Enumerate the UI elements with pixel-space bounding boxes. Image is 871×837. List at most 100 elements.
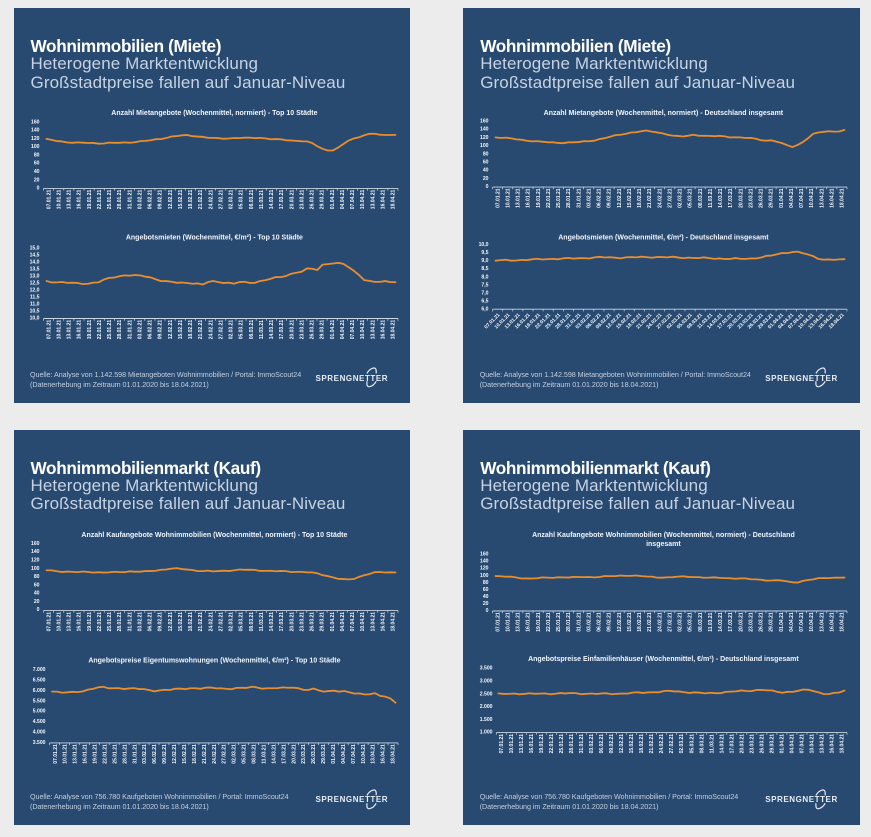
svg-text:13.01.21: 13.01.21 — [516, 188, 522, 208]
svg-text:07.04.21: 07.04.21 — [800, 733, 806, 753]
svg-text:16.01.21: 16.01.21 — [526, 188, 532, 208]
svg-text:28.01.21: 28.01.21 — [566, 188, 572, 208]
svg-text:27.02.21: 27.02.21 — [668, 188, 674, 208]
svg-text:02.03.21: 02.03.21 — [679, 733, 685, 753]
svg-text:80: 80 — [483, 151, 489, 157]
svg-text:31.01.21: 31.01.21 — [127, 320, 133, 340]
svg-text:18.04.21: 18.04.21 — [390, 190, 396, 210]
svg-text:07.04.21: 07.04.21 — [799, 188, 805, 208]
svg-text:09.02.21: 09.02.21 — [162, 744, 168, 764]
svg-text:02.03.21: 02.03.21 — [231, 744, 237, 764]
svg-text:Anzahl Kaufangebote Wohnimmobi: Anzahl Kaufangebote Wohnimmobilien (Woch… — [81, 532, 347, 539]
svg-text:80: 80 — [33, 152, 39, 158]
svg-text:29.03.21: 29.03.21 — [319, 320, 325, 340]
svg-text:13.01.21: 13.01.21 — [66, 190, 72, 210]
svg-text:23.03.21: 23.03.21 — [299, 320, 305, 340]
svg-text:22.01.21: 22.01.21 — [96, 611, 102, 631]
svg-text:4.000: 4.000 — [32, 729, 45, 735]
svg-text:Anzahl Mietangebote (Wochenmit: Anzahl Mietangebote (Wochenmittel, normi… — [111, 110, 317, 117]
svg-text:02.03.21: 02.03.21 — [678, 188, 684, 208]
svg-text:20.03.21: 20.03.21 — [740, 733, 746, 753]
svg-text:05.03.21: 05.03.21 — [238, 190, 244, 210]
svg-text:18.04.21: 18.04.21 — [390, 611, 396, 631]
svg-text:1.000: 1.000 — [480, 729, 493, 735]
svg-text:20.03.21: 20.03.21 — [739, 612, 745, 632]
svg-text:14.03.21: 14.03.21 — [718, 188, 724, 208]
svg-text:25.01.21: 25.01.21 — [556, 188, 562, 208]
svg-text:03.02.21: 03.02.21 — [137, 611, 143, 631]
svg-text:06.02.21: 06.02.21 — [147, 320, 153, 340]
svg-text:1.500: 1.500 — [480, 716, 493, 722]
svg-text:01.04.21: 01.04.21 — [780, 733, 786, 753]
svg-text:28.01.21: 28.01.21 — [117, 320, 123, 340]
svg-text:20: 20 — [483, 176, 489, 182]
svg-text:7.000: 7.000 — [32, 667, 45, 673]
svg-text:04.04.21: 04.04.21 — [339, 320, 345, 340]
svg-text:08.03.21: 08.03.21 — [699, 733, 705, 753]
svg-text:16.01.21: 16.01.21 — [529, 733, 535, 753]
svg-text:14.03.21: 14.03.21 — [269, 320, 275, 340]
svg-text:14.03.21: 14.03.21 — [271, 744, 277, 764]
svg-text:16.04.21: 16.04.21 — [830, 612, 836, 632]
svg-text:18.02.21: 18.02.21 — [191, 744, 197, 764]
svg-text:13.04.21: 13.04.21 — [370, 320, 376, 340]
svg-text:06.02.21: 06.02.21 — [597, 188, 603, 208]
svg-text:16.04.21: 16.04.21 — [380, 190, 386, 210]
svg-text:26.03.21: 26.03.21 — [759, 188, 765, 208]
svg-text:07.01.21: 07.01.21 — [46, 190, 52, 210]
svg-text:01.04.21: 01.04.21 — [329, 611, 335, 631]
svg-text:140: 140 — [31, 549, 40, 555]
svg-text:07.01.21: 07.01.21 — [52, 744, 58, 764]
svg-text:19.01.21: 19.01.21 — [86, 320, 92, 340]
svg-text:26.03.21: 26.03.21 — [309, 611, 315, 631]
svg-text:5.500: 5.500 — [32, 698, 45, 704]
svg-text:18.04.21: 18.04.21 — [840, 188, 846, 208]
svg-text:25.01.21: 25.01.21 — [556, 612, 562, 632]
svg-text:10.04.21: 10.04.21 — [809, 612, 815, 632]
svg-text:60: 60 — [483, 587, 489, 593]
svg-text:40: 40 — [33, 590, 39, 596]
svg-text:13,0: 13,0 — [29, 273, 39, 279]
svg-text:40: 40 — [483, 594, 489, 600]
svg-text:21.02.21: 21.02.21 — [647, 188, 653, 208]
svg-text:11,0: 11,0 — [29, 301, 39, 307]
svg-text:13.04.21: 13.04.21 — [820, 188, 826, 208]
svg-text:22.01.21: 22.01.21 — [102, 744, 108, 764]
svg-text:17.03.21: 17.03.21 — [281, 744, 287, 764]
svg-text:16.01.21: 16.01.21 — [82, 744, 88, 764]
svg-text:14.03.21: 14.03.21 — [269, 190, 275, 210]
svg-text:31.01.21: 31.01.21 — [127, 611, 133, 631]
svg-text:23.03.21: 23.03.21 — [750, 733, 756, 753]
svg-text:03.02.21: 03.02.21 — [137, 190, 143, 210]
svg-text:29.03.21: 29.03.21 — [321, 744, 327, 764]
svg-text:14.03.21: 14.03.21 — [269, 611, 275, 631]
svg-text:23.03.21: 23.03.21 — [299, 611, 305, 631]
svg-text:31.01.21: 31.01.21 — [127, 190, 133, 210]
svg-text:18.02.21: 18.02.21 — [639, 733, 645, 753]
svg-text:08.03.21: 08.03.21 — [698, 612, 704, 632]
svg-text:160: 160 — [31, 540, 40, 546]
svg-text:0: 0 — [486, 608, 489, 614]
svg-text:01.04.21: 01.04.21 — [329, 320, 335, 340]
svg-text:15.02.21: 15.02.21 — [177, 320, 183, 340]
svg-text:08.03.21: 08.03.21 — [698, 188, 704, 208]
svg-text:100: 100 — [480, 572, 489, 578]
svg-text:28.01.21: 28.01.21 — [117, 611, 123, 631]
svg-text:13.04.21: 13.04.21 — [820, 612, 826, 632]
svg-text:Angebotsmieten (Wochenmittel,: Angebotsmieten (Wochenmittel, €/m²) - De… — [558, 235, 769, 242]
svg-text:23.03.21: 23.03.21 — [301, 744, 307, 764]
svg-text:28.01.21: 28.01.21 — [117, 190, 123, 210]
svg-text:20.03.21: 20.03.21 — [289, 611, 295, 631]
svg-text:23.03.21: 23.03.21 — [299, 190, 305, 210]
svg-text:02.03.21: 02.03.21 — [678, 612, 684, 632]
svg-text:22.01.21: 22.01.21 — [549, 733, 555, 753]
svg-text:Angebotspreise Einfamilienhäus: Angebotspreise Einfamilienhäuser (Wochen… — [528, 655, 799, 662]
svg-text:07.04.21: 07.04.21 — [350, 320, 356, 340]
svg-text:03.02.21: 03.02.21 — [587, 188, 593, 208]
svg-text:22.01.21: 22.01.21 — [96, 320, 102, 340]
svg-text:13.01.21: 13.01.21 — [66, 320, 72, 340]
svg-text:23.03.21: 23.03.21 — [749, 188, 755, 208]
svg-text:26.03.21: 26.03.21 — [760, 733, 766, 753]
svg-text:05.03.21: 05.03.21 — [241, 744, 247, 764]
svg-text:12.02.21: 12.02.21 — [167, 190, 173, 210]
